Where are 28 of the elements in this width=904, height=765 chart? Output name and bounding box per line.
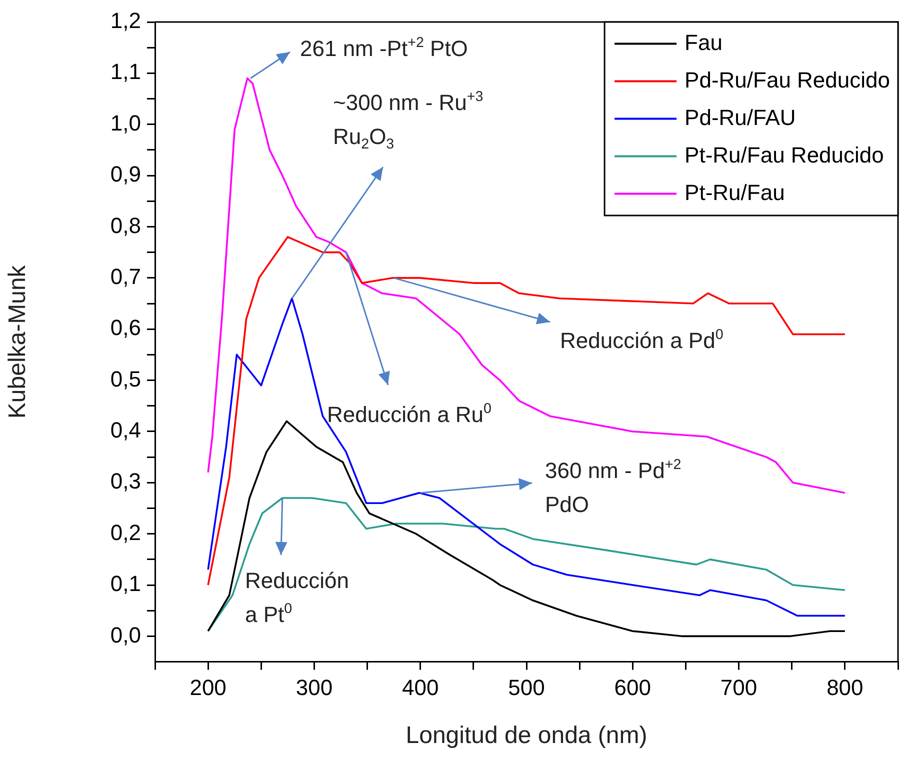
x-tick-label: 300: [296, 675, 333, 700]
y-tick-label: 0,7: [110, 264, 141, 289]
legend-label: Pd-Ru/Fau Reducido: [684, 67, 890, 92]
y-tick-label: 0,4: [110, 418, 141, 443]
annotation: PdO: [545, 492, 590, 517]
x-tick-label: 600: [614, 675, 651, 700]
y-tick-label: 0,9: [110, 162, 141, 187]
y-tick-label: 1,0: [110, 110, 141, 136]
x-tick-label: 700: [720, 675, 758, 700]
x-tick-label: 800: [826, 675, 864, 700]
y-tick-label: 0,0: [110, 622, 141, 648]
x-tick-label: 400: [402, 675, 439, 700]
x-tick-label: 200: [190, 675, 226, 700]
y-tick-label: 0,2: [110, 520, 141, 545]
x-tick-label: 500: [508, 675, 545, 700]
y-tick-label: 0,1: [110, 571, 141, 596]
y-tick-label: 0,8: [110, 212, 141, 238]
y-tick-label: 0,5: [110, 366, 141, 392]
legend-label: Pt-Ru/Fau Reducido: [684, 142, 884, 168]
y-tick-label: 1,1: [110, 59, 141, 84]
y-axis-title: Kubelka-Munk: [4, 264, 32, 419]
legend-label: Fau: [684, 30, 722, 55]
x-axis-title: Longitud de onda (nm): [406, 722, 648, 750]
legend-label: Pd-Ru/FAU: [684, 104, 796, 130]
y-tick-label: 0,3: [110, 468, 141, 494]
legend-label: Pt-Ru/Fau: [684, 180, 785, 205]
y-tick-label: 0,6: [110, 315, 141, 340]
y-tick-label: 1,2: [110, 8, 141, 34]
